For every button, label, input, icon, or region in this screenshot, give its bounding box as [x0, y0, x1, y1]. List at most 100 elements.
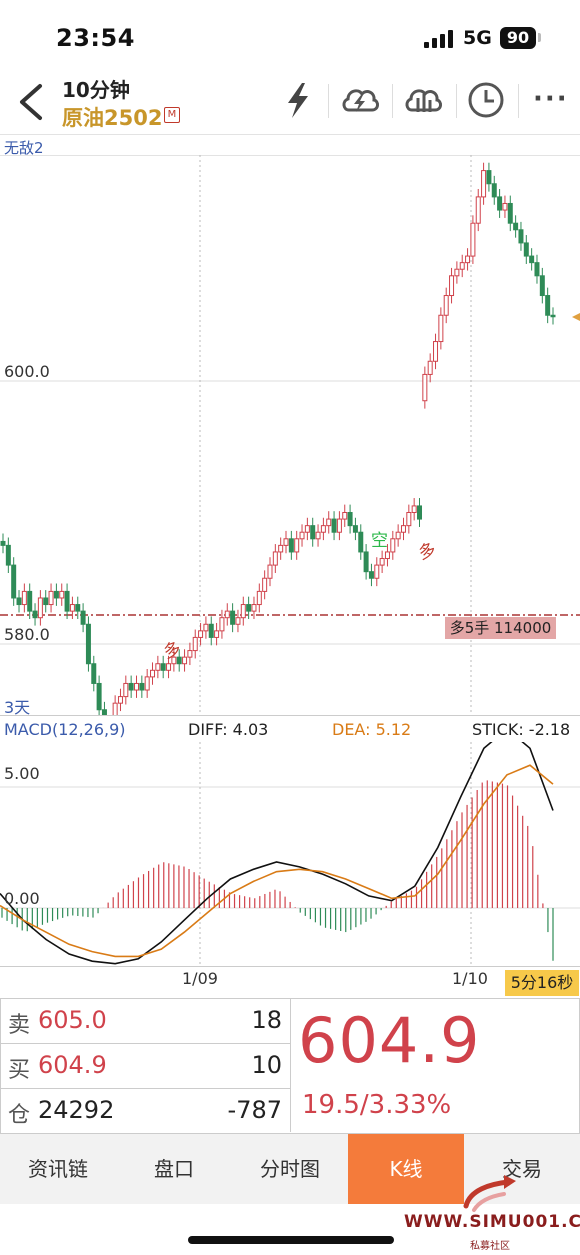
candle-body — [470, 222, 476, 257]
candle-body — [176, 656, 182, 665]
tab-time-sharing[interactable]: 分时图 — [260, 1157, 320, 1181]
candle-body — [208, 623, 214, 638]
lightning-icon[interactable] — [278, 80, 318, 120]
candle-body — [513, 222, 519, 231]
cellular-signal-icon — [424, 30, 453, 48]
candle-body — [406, 512, 412, 527]
open-interest: 24292 — [38, 1096, 115, 1124]
bar-countdown: 5分16秒 — [505, 970, 579, 996]
candle-body — [182, 656, 188, 665]
candle-body — [256, 590, 262, 606]
candle-body — [299, 531, 305, 540]
macd-diff-line — [0, 742, 554, 965]
candle-body — [32, 610, 38, 619]
instrument-name[interactable]: 原油2502 — [62, 106, 163, 130]
ask-row[interactable]: 卖 605.0 18 — [0, 999, 290, 1044]
candle-body — [155, 663, 161, 671]
price-axis-lower: 580.0 — [4, 625, 50, 644]
bid-label: 买 — [8, 1058, 31, 1083]
candle-body — [374, 564, 380, 579]
candle-body — [326, 518, 332, 527]
candlestick-chart[interactable] — [0, 155, 580, 715]
ask-volume: 18 — [251, 1006, 282, 1034]
cloud-chart-icon[interactable] — [403, 80, 443, 120]
candle-body — [272, 551, 278, 566]
candle-body — [422, 373, 428, 402]
macd-dea-value: DEA: 5.12 — [332, 720, 412, 739]
battery-icon: 90 — [500, 27, 536, 49]
candle-body — [262, 577, 268, 592]
header-divider — [518, 84, 519, 118]
price-change: 19.5/3.33% — [302, 1090, 452, 1120]
candle-body — [294, 538, 300, 553]
candle-body — [21, 590, 27, 606]
candle-body — [246, 604, 252, 612]
ask-label: 卖 — [8, 1013, 31, 1038]
candle-body — [491, 183, 497, 198]
candle-body — [64, 590, 70, 612]
macd-chart[interactable] — [0, 742, 580, 966]
candle-body — [37, 597, 43, 619]
last-price: 604.9 — [298, 1004, 481, 1077]
candle-body — [502, 202, 508, 211]
bid-volume: 10 — [251, 1051, 282, 1079]
candle-body — [203, 623, 209, 632]
tab-news-chain[interactable]: 资讯链 — [28, 1157, 88, 1181]
clock-icon[interactable] — [466, 80, 506, 120]
candle-body — [171, 656, 177, 665]
cloud-lightning-icon[interactable] — [340, 80, 380, 120]
header-divider — [456, 84, 457, 118]
macd-title[interactable]: MACD(12,26,9) — [4, 720, 126, 739]
date-label: 1/10 — [452, 969, 488, 988]
open-interest-row[interactable]: 仓 24292 -787 — [0, 1089, 290, 1133]
candle-body — [304, 525, 310, 533]
battery-tip — [538, 33, 541, 42]
candle-body — [48, 590, 54, 606]
candle-body — [101, 709, 107, 715]
candle-body — [486, 170, 492, 185]
tab-kline[interactable]: K线 — [348, 1134, 464, 1204]
candle-body — [390, 538, 396, 553]
bottom-tab-bar — [0, 1134, 580, 1204]
candle-body — [529, 255, 535, 264]
quote-divider — [290, 998, 291, 1132]
candle-body — [192, 636, 198, 652]
header-divider — [328, 84, 329, 118]
candle-body — [59, 590, 65, 599]
candle-body — [224, 610, 230, 619]
candle-body — [347, 512, 353, 527]
back-arrow-icon[interactable] — [14, 82, 50, 122]
candle-body — [230, 610, 236, 625]
candle-body — [352, 525, 358, 533]
tab-order-book[interactable]: 盘口 — [154, 1157, 194, 1181]
chart-separator — [0, 715, 580, 716]
candle-body — [550, 314, 556, 318]
candle-body — [358, 531, 364, 553]
candle-body — [144, 676, 150, 691]
more-menu-icon[interactable]: ··· — [533, 84, 569, 114]
candle-body — [545, 295, 551, 316]
candle-body — [198, 630, 204, 638]
candle-body — [368, 571, 374, 579]
candle-body — [96, 682, 102, 711]
interval-title[interactable]: 10分钟 — [62, 78, 130, 102]
candle-body — [459, 262, 465, 270]
indicator-label[interactable]: 无敌2 — [4, 139, 44, 157]
candle-body — [5, 544, 11, 566]
candle-body — [267, 564, 273, 579]
date-label: 1/09 — [182, 969, 218, 988]
candle-body — [150, 669, 156, 678]
candle-body — [235, 617, 241, 625]
candle-body — [251, 604, 257, 612]
candle-body — [400, 525, 406, 533]
candle-body — [123, 682, 129, 698]
network-type: 5G — [463, 27, 492, 49]
position-tag[interactable]: 多5手 114000 — [445, 617, 556, 639]
bid-row[interactable]: 买 604.9 10 — [0, 1044, 290, 1089]
ask-price: 605.0 — [38, 1006, 107, 1034]
range-label[interactable]: 3天 — [4, 698, 31, 717]
tab-trade[interactable]: 交易 — [502, 1157, 542, 1181]
candle-body — [85, 623, 91, 665]
candle-body — [80, 610, 86, 625]
candle-body — [507, 202, 513, 224]
